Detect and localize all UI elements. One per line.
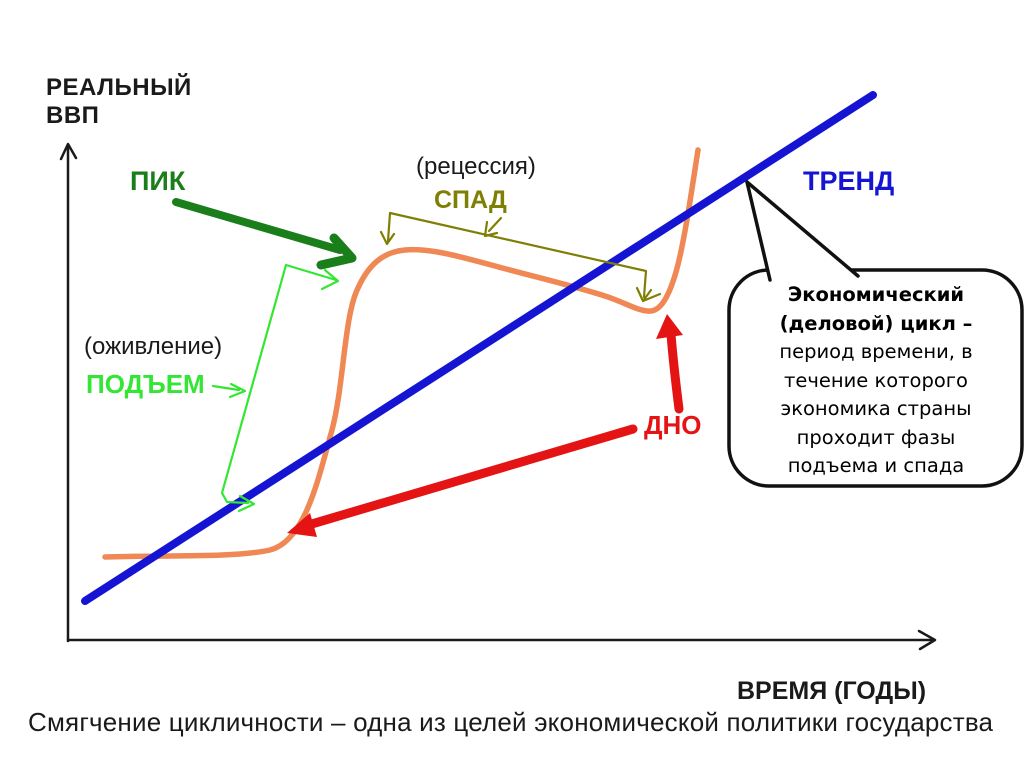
callout-line: экономика страны xyxy=(780,397,972,420)
callout-line: проходит фазы xyxy=(796,425,956,449)
recession-bracket xyxy=(379,211,662,303)
x-axis-label: ВРЕМЯ (ГОДЫ) xyxy=(737,677,927,705)
cycle-curve xyxy=(102,147,701,560)
trough-up-arrow-stem xyxy=(666,329,684,414)
callout-line: Экономический xyxy=(787,283,965,306)
recession-label: СПАД xyxy=(434,186,507,214)
callout-bubble xyxy=(727,180,1024,488)
trough-long-arrow-stem xyxy=(300,424,638,531)
trough-long-arrowhead-icon xyxy=(287,513,317,537)
trough-up-arrowhead-icon xyxy=(656,314,683,339)
recession-right-arrowhead-icon xyxy=(635,286,662,303)
peak-arrow xyxy=(172,198,357,270)
callout-line: (деловой) цикл – xyxy=(779,311,973,335)
recession-left-arrowhead-icon xyxy=(379,230,396,246)
callout-bubble-tail-outline xyxy=(745,180,860,282)
rise-top-arrowhead-icon xyxy=(320,268,340,291)
y-axis-label: РЕАЛЬНЫЙ ВВП xyxy=(46,74,192,130)
trough-arrows xyxy=(287,314,684,537)
callout-bubble-body xyxy=(727,268,1024,488)
slide-caption: Смягчение цикличности – одна из целей эк… xyxy=(28,707,994,737)
callout-text: Экономический (деловой) цикл – период вр… xyxy=(734,281,1018,481)
y-axis-arrowhead-icon xyxy=(59,142,78,161)
recession-bracket-line xyxy=(386,211,648,299)
rise-bracket xyxy=(211,263,340,513)
peak-label: ПИК xyxy=(130,166,186,196)
trend-label: ТРЕНД xyxy=(803,166,895,196)
axes xyxy=(59,142,937,651)
x-axis-arrowhead-icon xyxy=(917,629,937,651)
revival-paren-label: (оживление) xyxy=(84,333,223,360)
rise-bottom-arrowhead-icon xyxy=(237,494,256,513)
rise-bracket-line xyxy=(220,263,338,505)
recession-label-arrow xyxy=(483,216,503,238)
rise-label: ПОДЪЕМ xyxy=(86,369,205,399)
peak-arrowhead-icon xyxy=(316,233,357,270)
y-axis-label-line2: ВВП xyxy=(46,102,100,129)
y-axis-label-line1: РЕАЛЬНЫЙ xyxy=(46,74,192,101)
recession-paren-label: (рецессия) xyxy=(416,153,536,180)
callout-line: период времени, в xyxy=(779,340,973,363)
callout-line: течение которого xyxy=(784,368,968,392)
trough-label: ДНО xyxy=(644,410,702,440)
trend-line xyxy=(81,91,877,605)
rise-label-arrow xyxy=(211,382,247,399)
callout-line: подъема и спада xyxy=(787,454,965,477)
peak-arrow-stem xyxy=(172,198,344,254)
